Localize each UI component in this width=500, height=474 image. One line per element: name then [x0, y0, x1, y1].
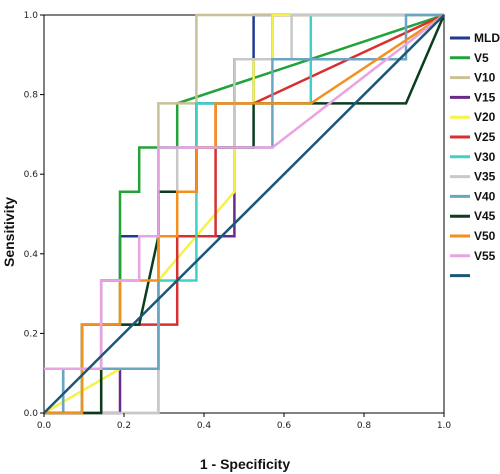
x-axis: 0.0 0.2 0.4 0.6 0.8 1.0: [37, 413, 452, 431]
x-axis-title: 1 - Specificity: [200, 456, 290, 472]
y-axis: 0.0 0.2 0.4 0.6 0.8 1.0: [24, 11, 44, 419]
y-tick-label: 0.6: [24, 170, 39, 180]
y-tick-label: 0.0: [24, 409, 39, 419]
legend-label: V35: [474, 170, 496, 184]
y-tick-label: 1.0: [24, 11, 39, 21]
y-tick-label: 0.8: [24, 91, 39, 101]
y-tick-label: 0.4: [24, 250, 39, 260]
legend-label: V15: [474, 90, 496, 104]
legend-label: V10: [474, 71, 496, 85]
series-line-v55: [44, 14, 445, 371]
series-line-v50: [44, 13, 445, 415]
x-tick-label: 0.2: [117, 421, 131, 431]
legend-label: V55: [474, 249, 496, 263]
series-line-reference: [43, 14, 445, 414]
legend-label: V40: [474, 189, 496, 203]
x-tick-label: 0.0: [37, 421, 52, 431]
x-tick-label: 1.0: [437, 421, 452, 431]
legend-label: V25: [474, 130, 496, 144]
legend-label: MLD: [474, 31, 500, 45]
legend-label: V5: [474, 51, 489, 65]
x-tick-label: 0.8: [357, 421, 372, 431]
y-axis-title: Sensitivity: [1, 197, 17, 267]
y-tick-label: 0.2: [24, 329, 38, 339]
x-tick-label: 0.4: [197, 421, 212, 431]
legend: MLD V5 V10 V15 V20 V25 V30 V35 V40 V45 V50 V55: [450, 31, 500, 278]
legend-label: V30: [474, 150, 496, 164]
legend-label: V50: [474, 229, 496, 243]
legend-label: V45: [474, 209, 496, 223]
legend-label: V20: [474, 110, 496, 124]
x-tick-label: 0.6: [277, 421, 292, 431]
plot-area: [43, 13, 446, 415]
